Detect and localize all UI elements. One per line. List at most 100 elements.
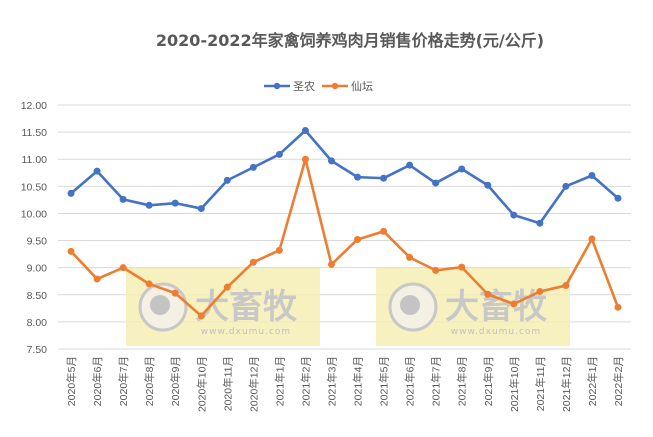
x-tick-label: 2021年3月 — [325, 356, 338, 406]
data-point — [354, 235, 362, 243]
data-point — [562, 182, 570, 190]
data-point — [588, 171, 596, 179]
data-point — [484, 181, 492, 189]
data-point — [380, 174, 388, 182]
watermark-logo-eye — [150, 295, 170, 315]
data-point — [406, 161, 414, 169]
data-point — [171, 199, 179, 207]
data-point — [197, 312, 205, 320]
data-point — [458, 263, 466, 271]
x-tick-label: 2021年11月 — [534, 356, 547, 411]
data-point — [614, 194, 622, 202]
watermark-url: www.dxumu.com — [451, 327, 541, 337]
data-point — [562, 282, 570, 290]
x-tick-label: 2020年6月 — [91, 356, 104, 406]
data-point — [354, 173, 362, 181]
data-point — [145, 201, 153, 209]
legend: 圣农 仙坛 — [264, 79, 373, 93]
x-axis-ticks: 2020年5月 2020年6月 2020年7月 2020年8月 2020年9月 2020年… — [65, 356, 625, 412]
data-point — [510, 211, 518, 219]
data-point — [223, 176, 231, 184]
x-tick-label: 2020年12月 — [247, 356, 260, 412]
data-point — [223, 283, 231, 291]
x-tick-label: 2021年10月 — [508, 356, 521, 412]
x-tick-label: 2021年4月 — [352, 356, 365, 406]
y-tick-label: 10.50 — [21, 181, 47, 193]
legend-label: 圣农 — [293, 79, 315, 93]
data-point — [67, 247, 75, 255]
data-point — [249, 258, 257, 266]
data-point — [301, 126, 309, 134]
x-tick-label: 2022年1月 — [586, 356, 599, 406]
legend-label: 仙坛 — [351, 80, 373, 93]
data-point — [93, 275, 101, 283]
y-tick-label: 11.00 — [22, 154, 48, 166]
y-tick-label: 9.50 — [27, 236, 48, 248]
data-point — [510, 300, 518, 308]
chart-title: 2020-2022年家禽饲养鸡肉月销售价格走势(元/公斤) — [156, 31, 544, 50]
x-tick-label: 2020年9月 — [169, 356, 182, 406]
data-point — [171, 289, 179, 297]
x-tick-label: 2022年2月 — [612, 356, 625, 406]
legend-item: 仙坛 — [322, 80, 373, 93]
data-point — [380, 227, 388, 235]
data-point — [275, 246, 283, 254]
y-tick-label: 12.00 — [21, 100, 47, 112]
data-point — [536, 219, 544, 227]
x-tick-label: 2020年11月 — [221, 356, 234, 411]
watermark-brand: 大畜牧 — [445, 287, 548, 327]
x-tick-label: 2020年10月 — [195, 356, 208, 412]
legend-marker — [331, 82, 339, 90]
data-point — [536, 288, 544, 296]
y-tick-label: 7.50 — [27, 344, 48, 356]
y-tick-label: 8.50 — [27, 290, 48, 302]
y-tick-label: 8.00 — [27, 317, 48, 329]
data-point — [432, 266, 440, 274]
data-point — [93, 167, 101, 175]
x-tick-label: 2021年5月 — [378, 356, 391, 406]
data-point — [327, 157, 335, 165]
data-point — [145, 280, 153, 288]
data-point — [301, 155, 309, 163]
data-point — [249, 163, 257, 171]
series-1 — [67, 126, 622, 227]
data-point — [119, 264, 127, 272]
x-tick-label: 2021年12月 — [560, 356, 573, 412]
data-point — [197, 205, 205, 213]
data-point — [406, 253, 414, 261]
x-tick-label: 2020年5月 — [65, 356, 78, 406]
x-tick-label: 2020年8月 — [143, 356, 156, 406]
data-point — [327, 260, 335, 268]
data-point — [588, 235, 596, 243]
watermark-logo-eye — [400, 295, 420, 315]
x-tick-label: 2020年7月 — [117, 356, 130, 406]
x-tick-label: 2021年7月 — [430, 356, 443, 406]
x-tick-label: 2021年1月 — [273, 356, 286, 406]
series-2 — [67, 155, 622, 320]
x-tick-label: 2021年9月 — [482, 356, 495, 406]
y-tick-label: 11.50 — [22, 127, 48, 139]
y-tick-label: 10.00 — [21, 208, 47, 220]
x-tick-label: 2021年2月 — [299, 356, 312, 406]
y-tick-label: 9.00 — [27, 263, 48, 275]
data-point — [614, 303, 622, 311]
legend-item: 圣农 — [264, 79, 315, 93]
legend-marker — [273, 82, 281, 90]
x-tick-label: 2021年8月 — [456, 356, 469, 406]
data-point — [67, 189, 75, 197]
data-point — [458, 165, 466, 173]
watermark-url: www.dxumu.com — [201, 327, 291, 337]
series-line — [70, 157, 620, 318]
data-point — [484, 290, 492, 298]
data-point — [275, 150, 283, 158]
y-axis-ticks: 7.50 8.00 8.50 9.00 9.50 10.00 10.50 11.00 11.50… — [21, 100, 47, 356]
data-point — [119, 195, 127, 203]
series-line — [70, 129, 619, 225]
data-point — [432, 179, 440, 187]
series-lines — [67, 126, 622, 320]
watermark-brand: 大畜牧 — [195, 287, 298, 327]
x-tick-label: 2021年6月 — [404, 356, 417, 406]
